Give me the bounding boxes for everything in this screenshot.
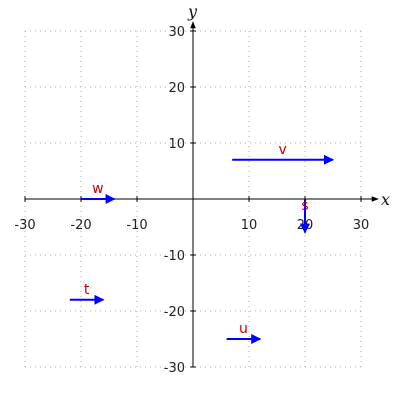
y-tick-label: -20 <box>164 305 185 320</box>
y-tick-label: -10 <box>164 249 185 264</box>
x-tick-label: -30 <box>14 218 35 233</box>
vector-label-s: s <box>301 198 308 214</box>
axes <box>24 21 379 368</box>
y-tick-label: -30 <box>164 361 185 376</box>
vectors: v w s t u <box>69 142 334 344</box>
x-tick-label: 30 <box>353 218 370 233</box>
grid <box>24 30 362 368</box>
x-axis-label: x <box>381 190 390 209</box>
vector-label-u: u <box>239 321 248 337</box>
vector-label-v: v <box>278 142 286 158</box>
vector-label-t: t <box>84 282 90 298</box>
y-tick-label: 30 <box>168 25 185 40</box>
y-tick-label: 10 <box>168 137 185 152</box>
y-tick-label: 20 <box>168 81 185 96</box>
y-axis-label: y <box>187 2 198 21</box>
x-tick-label: -10 <box>126 218 147 233</box>
vector-label-w: w <box>92 181 103 197</box>
x-tick-label: -20 <box>70 218 91 233</box>
x-tick-label: 10 <box>241 218 258 233</box>
